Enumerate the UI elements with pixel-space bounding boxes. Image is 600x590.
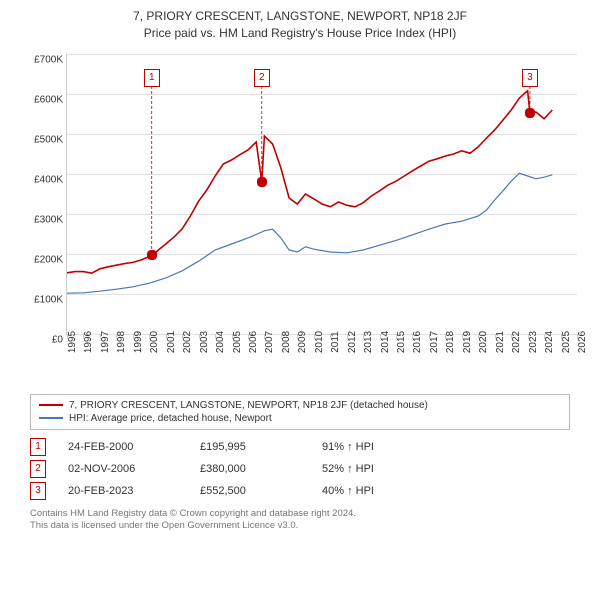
legend-item: 7, PRIORY CRESCENT, LANGSTONE, NEWPORT, … [39, 399, 561, 412]
tx-date: 02-NOV-2006 [68, 463, 178, 475]
series-line [67, 90, 552, 272]
y-axis-label: £600K [19, 94, 63, 105]
sale-point-icon [147, 250, 157, 260]
marker-icon: 1 [30, 438, 46, 456]
sale-point-icon [257, 177, 267, 187]
legend-swatch-icon [39, 417, 63, 419]
footer-line: This data is licensed under the Open Gov… [30, 520, 570, 532]
footer-line: Contains HM Land Registry data © Crown c… [30, 508, 570, 520]
tx-price: £195,995 [200, 441, 300, 453]
sale-point-icon [525, 108, 535, 118]
marker-box: 3 [522, 69, 538, 87]
footer: Contains HM Land Registry data © Crown c… [30, 508, 570, 533]
legend-label: 7, PRIORY CRESCENT, LANGSTONE, NEWPORT, … [69, 400, 428, 411]
y-axis-label: £400K [19, 174, 63, 185]
y-axis-label: £100K [19, 294, 63, 305]
y-axis-label: £200K [19, 254, 63, 265]
legend-item: HPI: Average price, detached house, Newp… [39, 412, 561, 425]
tx-price: £552,500 [200, 485, 300, 497]
plot-area: £0£100K£200K£300K£400K£500K£600K£700K199… [66, 54, 577, 335]
titles: 7, PRIORY CRESCENT, LANGSTONE, NEWPORT, … [10, 8, 590, 42]
tx-hpi: 52% ↑ HPI [322, 463, 442, 475]
tx-price: £380,000 [200, 463, 300, 475]
marker-icon: 3 [30, 482, 46, 500]
page: 7, PRIORY CRESCENT, LANGSTONE, NEWPORT, … [0, 0, 600, 590]
chart-svg [67, 54, 577, 334]
marker-box: 1 [144, 69, 160, 87]
table-row: 1 24-FEB-2000 £195,995 91% ↑ HPI [30, 436, 570, 458]
transactions-table: 1 24-FEB-2000 £195,995 91% ↑ HPI 2 02-NO… [30, 436, 570, 502]
marker-box: 2 [254, 69, 270, 87]
y-axis-label: £700K [19, 54, 63, 65]
y-axis-label: £0 [19, 334, 63, 345]
page-title: 7, PRIORY CRESCENT, LANGSTONE, NEWPORT, … [10, 8, 590, 25]
legend-label: HPI: Average price, detached house, Newp… [69, 413, 272, 424]
series-line [67, 173, 552, 293]
tx-date: 24-FEB-2000 [68, 441, 178, 453]
legend-swatch-icon [39, 404, 63, 406]
table-row: 2 02-NOV-2006 £380,000 52% ↑ HPI [30, 458, 570, 480]
legend: 7, PRIORY CRESCENT, LANGSTONE, NEWPORT, … [30, 394, 570, 430]
y-axis-label: £300K [19, 214, 63, 225]
page-subtitle: Price paid vs. HM Land Registry's House … [10, 25, 590, 42]
tx-hpi: 40% ↑ HPI [322, 485, 442, 497]
y-axis-label: £500K [19, 134, 63, 145]
price-chart: £0£100K£200K£300K£400K£500K£600K£700K199… [20, 48, 580, 388]
marker-icon: 2 [30, 460, 46, 478]
table-row: 3 20-FEB-2023 £552,500 40% ↑ HPI [30, 480, 570, 502]
tx-hpi: 91% ↑ HPI [322, 441, 442, 453]
tx-date: 20-FEB-2023 [68, 485, 178, 497]
